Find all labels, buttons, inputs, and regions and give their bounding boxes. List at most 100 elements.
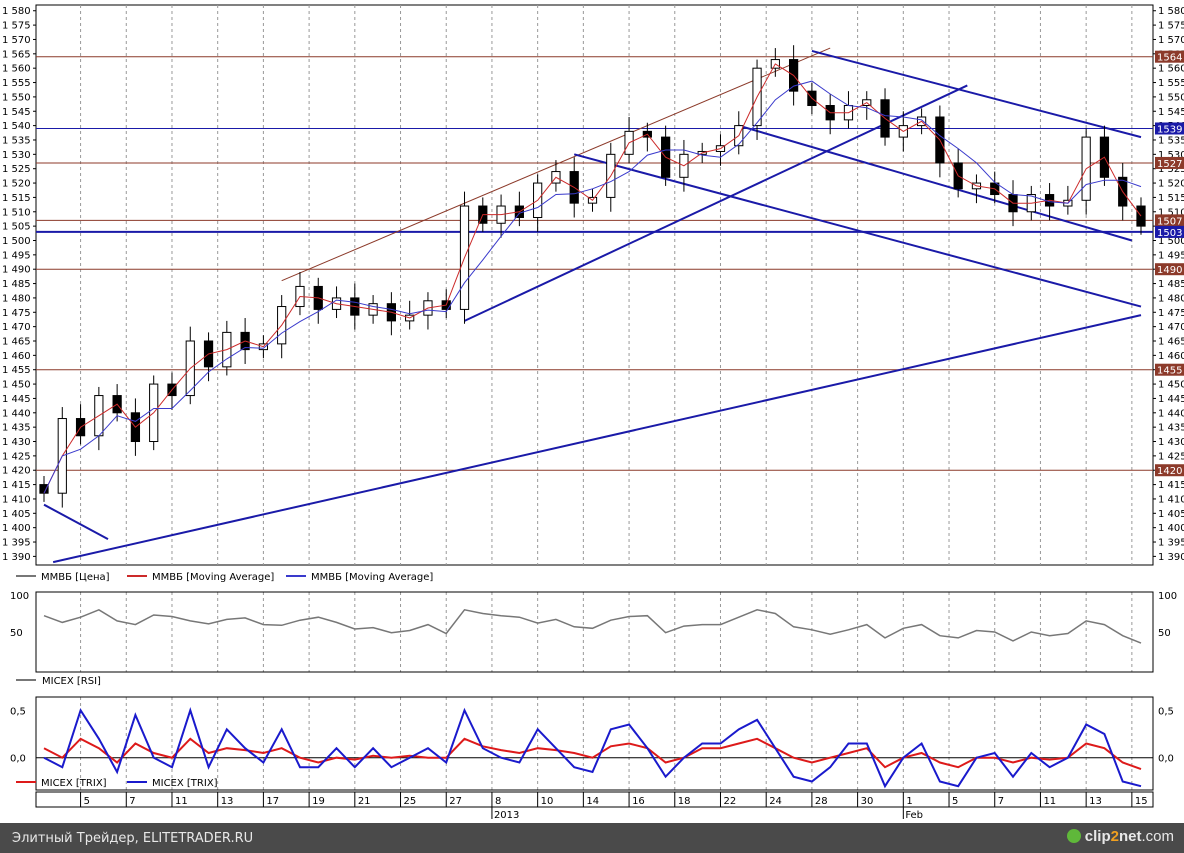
price-ytick-label-left: 1 410 bbox=[2, 494, 31, 505]
price-ytick-label-left: 1 495 bbox=[2, 250, 31, 261]
price-ytick-label-right: 1 410 bbox=[1158, 494, 1184, 505]
price-ytick-label-left: 1 390 bbox=[2, 552, 31, 563]
x-tick-label: 19 bbox=[312, 796, 325, 807]
price-ytick-label-left: 1 500 bbox=[2, 236, 31, 247]
clip2net-logo[interactable]: clip2net.com bbox=[1066, 828, 1174, 845]
price-ytick-label-right: 1 575 bbox=[1158, 21, 1184, 32]
rsi-legend: MICEX [RSI] bbox=[16, 676, 101, 687]
level-tag bbox=[1155, 156, 1184, 169]
price-ytick-label-left: 1 575 bbox=[2, 21, 31, 32]
price-ytick-label-left: 1 460 bbox=[2, 351, 31, 362]
level-tag bbox=[1155, 122, 1184, 135]
price-ytick-label-right: 1 430 bbox=[1158, 437, 1184, 448]
price-ytick-label-right: 1 495 bbox=[1158, 250, 1184, 261]
price-ytick-label-left: 1 420 bbox=[2, 466, 31, 477]
price-ytick-label-left: 1 520 bbox=[2, 179, 31, 190]
price-ytick-label-right: 1 400 bbox=[1158, 523, 1184, 534]
logo-part-dotcom: .com bbox=[1141, 828, 1174, 845]
price-ytick-label-right: 1 510 bbox=[1158, 207, 1184, 218]
price-ytick-label-left: 1 445 bbox=[2, 394, 31, 405]
price-ytick-label-right: 1 415 bbox=[1158, 480, 1184, 491]
legend-entry: MICEX [RSI] bbox=[42, 676, 101, 687]
level-tag-label: 1564 bbox=[1157, 53, 1182, 64]
x-tick-label: 22 bbox=[723, 796, 736, 807]
price-ytick-label-left: 1 505 bbox=[2, 222, 31, 233]
price-ytick-label-right: 1 475 bbox=[1158, 308, 1184, 319]
footer-caption: Элитный Трейдер, ELITETRADER.RU bbox=[12, 831, 254, 846]
price-ytick-label-left: 1 400 bbox=[2, 523, 31, 534]
logo-part-net: net bbox=[1118, 828, 1142, 845]
trix-ytick-label-left: 0,5 bbox=[10, 706, 26, 717]
price-ytick-label-left: 1 560 bbox=[2, 64, 31, 75]
price-ytick-label-left: 1 425 bbox=[2, 451, 31, 462]
x-tick-label: 15 bbox=[1135, 796, 1148, 807]
price-ytick-label-right: 1 460 bbox=[1158, 351, 1184, 362]
price-ytick-label-left: 1 565 bbox=[2, 49, 31, 60]
price-ytick-label-left: 1 530 bbox=[2, 150, 31, 161]
trix-frame bbox=[35, 696, 1154, 791]
price-ytick-label-left: 1 515 bbox=[2, 193, 31, 204]
price-frame bbox=[35, 4, 1154, 566]
price-ytick-label-left: 1 510 bbox=[2, 207, 31, 218]
price-ytick-label-right: 1 395 bbox=[1158, 538, 1184, 549]
x-tick-label: 30 bbox=[861, 796, 874, 807]
trix-ytick-label-left: 0,0 bbox=[10, 754, 26, 765]
price-ytick-label-right: 1 525 bbox=[1158, 164, 1184, 175]
trend-line bbox=[738, 124, 1133, 242]
level-tag-label: 1527 bbox=[1157, 159, 1182, 170]
level-tag bbox=[1155, 225, 1184, 238]
x-tick-label: 24 bbox=[769, 796, 782, 807]
price-ytick-label-right: 1 550 bbox=[1158, 92, 1184, 103]
trend-line bbox=[573, 153, 1142, 308]
x-tick-label: 1 bbox=[906, 796, 912, 807]
price-ytick-label-right: 1 530 bbox=[1158, 150, 1184, 161]
level-tag bbox=[1155, 214, 1184, 227]
x-tick-label: 14 bbox=[586, 796, 599, 807]
legend-entry: ММВБ [Moving Average] bbox=[152, 572, 274, 583]
clip2net-icon bbox=[1066, 829, 1081, 843]
price-ytick-label-left: 1 455 bbox=[2, 365, 31, 376]
trix-blue-line bbox=[43, 707, 1142, 789]
price-ytick-label-right: 1 545 bbox=[1158, 107, 1184, 118]
price-ytick-label-left: 1 525 bbox=[2, 164, 31, 175]
ma-fast-line bbox=[43, 63, 1142, 494]
price-ytick-label-right: 1 470 bbox=[1158, 322, 1184, 333]
price-ytick-label-left: 1 415 bbox=[2, 480, 31, 491]
price-ytick-label-left: 1 540 bbox=[2, 121, 31, 132]
x-tick-label: 18 bbox=[678, 796, 691, 807]
price-ytick-label-right: 1 440 bbox=[1158, 408, 1184, 419]
x-tick-label: 8 bbox=[495, 796, 501, 807]
price-ytick-label-left: 1 580 bbox=[2, 6, 31, 17]
x-tick-label: 25 bbox=[404, 796, 417, 807]
legend-entry: ММВБ [Moving Average] bbox=[311, 572, 433, 583]
price-ytick-label-right: 1 485 bbox=[1158, 279, 1184, 290]
price-ytick-label-right: 1 500 bbox=[1158, 236, 1184, 247]
x-tick-label: 17 bbox=[266, 796, 279, 807]
chart-canvas: 1 390 1 390 1 395 1 395 1 400 1 400 1 405 1 405… bbox=[2, 4, 1184, 821]
price-ytick-label-left: 1 570 bbox=[2, 35, 31, 46]
price-ytick-label-left: 1 465 bbox=[2, 337, 31, 348]
trix-ytick-label-right: 0,5 bbox=[1158, 706, 1174, 717]
x-tick-label: 11 bbox=[175, 796, 188, 807]
trend-line bbox=[811, 49, 1142, 139]
x-tick-label: 28 bbox=[815, 796, 828, 807]
price-ytick-label-right: 1 480 bbox=[1158, 293, 1184, 304]
price-ytick-label-right: 1 405 bbox=[1158, 509, 1184, 520]
price-ytick-label-right: 1 570 bbox=[1158, 35, 1184, 46]
x-tick-label: 16 bbox=[632, 796, 645, 807]
candle-body bbox=[39, 484, 49, 494]
trix-legend: MICEX [TRIX] MICEX [TRIX] bbox=[16, 778, 218, 789]
legend-entry: ММВБ [Цена] bbox=[41, 572, 110, 583]
price-panel: 1 390 1 390 1 395 1 395 1 400 1 400 1 405 1 405… bbox=[2, 4, 1184, 790]
price-ytick-label-left: 1 440 bbox=[2, 408, 31, 419]
price-ytick-label-left: 1 450 bbox=[2, 380, 31, 391]
price-ytick-label-right: 1 515 bbox=[1158, 193, 1184, 204]
trend-line bbox=[52, 314, 1142, 564]
trix-ytick-label-right: 0,0 bbox=[1158, 754, 1174, 765]
level-tag bbox=[1155, 464, 1184, 477]
legend-entry: MICEX [TRIX] bbox=[41, 778, 107, 789]
price-ytick-label-left: 1 535 bbox=[2, 135, 31, 146]
price-ytick-label-left: 1 490 bbox=[2, 265, 31, 276]
level-tag bbox=[1155, 363, 1184, 376]
logo-part-clip: clip bbox=[1084, 828, 1111, 845]
